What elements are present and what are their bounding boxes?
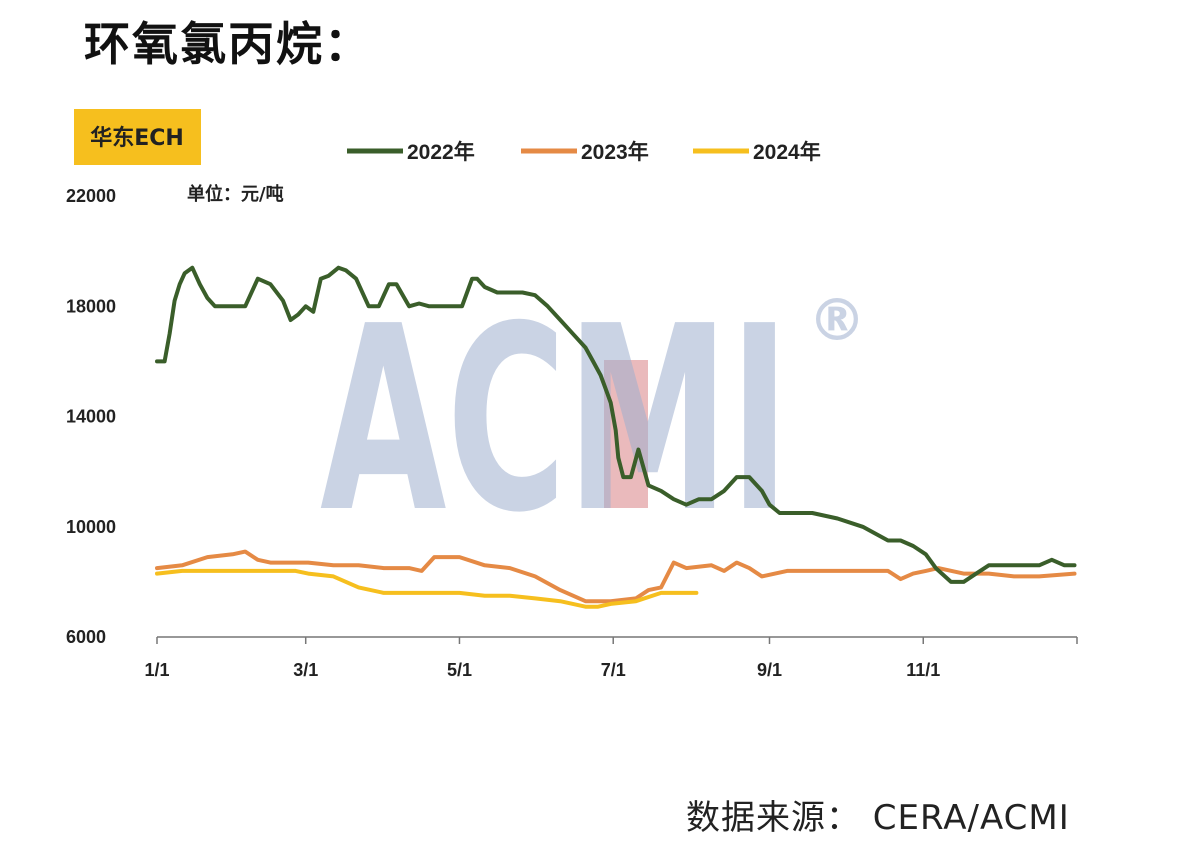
series-line-2023年 <box>155 549 1077 604</box>
page-title: 环氧氯丙烷： <box>84 17 372 71</box>
watermark-text: ACMI <box>320 272 790 569</box>
unit-label: 单位：元/吨 <box>187 183 284 205</box>
series-lines <box>155 265 1077 609</box>
x-tick-label: 7/1 <box>601 660 626 680</box>
y-tick-label: 10000 <box>66 517 116 537</box>
chart-badge-label: 华东ECH <box>90 125 184 151</box>
watermark: ACMI ® <box>320 272 866 569</box>
legend-label: 2024年 <box>753 140 821 164</box>
x-tick-label: 1/1 <box>144 660 169 680</box>
x-axis <box>156 636 1078 644</box>
x-tick-label: 11/1 <box>906 660 940 680</box>
series-line-2022年 <box>155 265 1077 584</box>
legend: 2022年 2023年 2024年 <box>347 140 821 164</box>
y-tick-label: 22000 <box>66 186 116 206</box>
y-tick-label: 6000 <box>66 627 106 647</box>
x-tick-label: 3/1 <box>293 660 318 680</box>
registered-mark: ® <box>808 286 866 354</box>
data-source: 数据来源： CERA/ACMI <box>686 798 1070 838</box>
watermark-accent <box>604 360 648 508</box>
x-tick-label: 5/1 <box>447 660 472 680</box>
chart-badge: 华东ECH <box>74 109 201 165</box>
x-axis-ticks: 1/1 3/1 5/1 7/1 9/1 11/1 <box>144 660 940 680</box>
y-tick-label: 14000 <box>66 407 116 427</box>
series-line-2024年 <box>155 568 699 609</box>
chart-badge-bg <box>74 109 201 165</box>
y-axis-ticks: 6000 10000 14000 18000 22000 <box>66 186 116 647</box>
x-tick-label: 9/1 <box>757 660 782 680</box>
y-tick-label: 18000 <box>66 296 116 316</box>
legend-label: 2022年 <box>407 140 475 164</box>
legend-label: 2023年 <box>581 140 649 164</box>
